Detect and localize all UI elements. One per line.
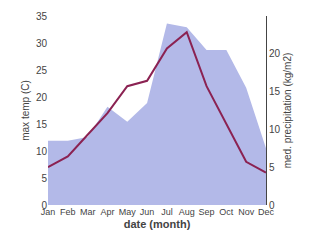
svg-text:0: 0 — [269, 200, 275, 211]
svg-text:5: 5 — [41, 173, 47, 184]
svg-text:0: 0 — [41, 200, 47, 211]
svg-text:25: 25 — [36, 65, 48, 76]
svg-text:10: 10 — [36, 146, 48, 157]
svg-text:15: 15 — [36, 119, 48, 130]
svg-text:Aug: Aug — [179, 207, 195, 217]
svg-text:May: May — [119, 207, 137, 217]
svg-text:med. precipitation (kg/m2): med. precipitation (kg/m2) — [282, 53, 293, 169]
svg-text:Sep: Sep — [199, 207, 215, 217]
svg-text:5: 5 — [269, 162, 275, 173]
svg-text:Apr: Apr — [100, 207, 114, 217]
svg-text:10: 10 — [269, 124, 281, 135]
svg-text:Feb: Feb — [60, 207, 76, 217]
svg-text:Jan: Jan — [41, 207, 56, 217]
svg-text:20: 20 — [36, 92, 48, 103]
svg-text:Oct: Oct — [219, 207, 234, 217]
svg-text:20: 20 — [269, 48, 281, 59]
svg-text:Dec: Dec — [258, 207, 275, 217]
svg-text:Jul: Jul — [161, 207, 173, 217]
svg-text:30: 30 — [36, 38, 48, 49]
svg-text:35: 35 — [36, 11, 48, 22]
svg-text:Nov: Nov — [238, 207, 255, 217]
svg-text:date (month): date (month) — [124, 218, 191, 230]
svg-text:Mar: Mar — [80, 207, 96, 217]
svg-text:15: 15 — [269, 86, 281, 97]
svg-text:max temp (C): max temp (C) — [20, 80, 31, 141]
svg-text:Jun: Jun — [140, 207, 155, 217]
